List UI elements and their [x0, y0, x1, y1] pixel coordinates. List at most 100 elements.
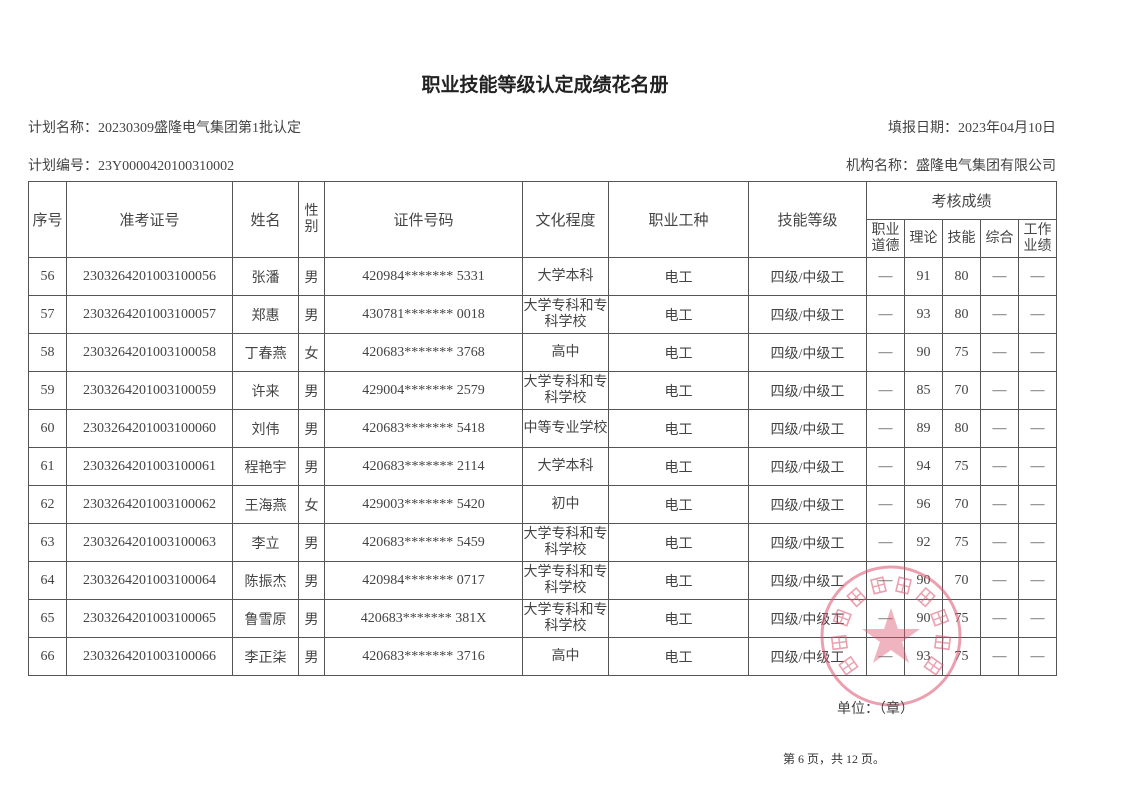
- cell-theory: 89: [904, 409, 943, 448]
- cell-overall: —: [980, 447, 1019, 486]
- cell-work: —: [1018, 409, 1057, 448]
- cell-education: 大学本科: [522, 257, 609, 296]
- cell-exam-id: 2303264201003100061: [66, 447, 233, 486]
- cell-skill: 80: [942, 257, 981, 296]
- cell-exam-id: 2303264201003100065: [66, 599, 233, 638]
- cell-exam-id: 2303264201003100058: [66, 333, 233, 372]
- cell-education: 大学专科和专科学校: [522, 523, 609, 562]
- cell-name: 鲁雪原: [232, 599, 299, 638]
- cell-exam-id: 2303264201003100056: [66, 257, 233, 296]
- cell-ethics: —: [866, 295, 905, 334]
- cell-seq: 59: [28, 371, 67, 410]
- cell-theory: 90: [904, 333, 943, 372]
- page-title: 职业技能等级认定成绩花名册: [421, 74, 669, 96]
- cell-occupation: 电工: [608, 485, 749, 524]
- cell-gender: 男: [298, 599, 325, 638]
- cell-work: —: [1018, 485, 1057, 524]
- cell-skill: 70: [942, 485, 981, 524]
- cell-occupation: 电工: [608, 409, 749, 448]
- cell-occupation: 电工: [608, 295, 749, 334]
- cell-occupation: 电工: [608, 371, 749, 410]
- cell-gender: 男: [298, 561, 325, 600]
- cell-id-number: 420984******* 5331: [324, 257, 523, 296]
- cell-seq: 56: [28, 257, 67, 296]
- cell-occupation: 电工: [608, 599, 749, 638]
- table-row: 56 2303264201003100056 张潘男 420984******* 53…: [28, 257, 1057, 296]
- cell-education: 大学本科: [522, 447, 609, 486]
- cell-id-number: 429003******* 5420: [324, 485, 523, 524]
- header-overall: 综合: [980, 219, 1019, 258]
- cell-seq: 63: [28, 523, 67, 562]
- cell-name: 陈振杰: [232, 561, 299, 600]
- cell-skill-level: 四级/中级工: [748, 447, 867, 486]
- cell-work: —: [1018, 637, 1057, 676]
- cell-occupation: 电工: [608, 257, 749, 296]
- cell-overall: —: [980, 561, 1019, 600]
- cell-skill-level: 四级/中级工: [748, 295, 867, 334]
- cell-theory: 91: [904, 257, 943, 296]
- header-theory: 理论: [904, 219, 943, 258]
- plan-number: 计划编号：23Y0000420100310002: [28, 159, 235, 174]
- cell-theory: 90: [904, 561, 943, 600]
- cell-skill: 80: [942, 295, 981, 334]
- cell-work: —: [1018, 561, 1057, 600]
- cell-education: 高中: [522, 637, 609, 676]
- cell-skill: 80: [942, 409, 981, 448]
- table-row: 61 2303264201003100061 程艳宇男 420683******* 2…: [28, 447, 1057, 486]
- cell-ethics: —: [866, 599, 905, 638]
- cell-gender: 男: [298, 523, 325, 562]
- cell-overall: —: [980, 333, 1019, 372]
- header-scores: 考核成绩: [866, 181, 1057, 220]
- cell-education: 初中: [522, 485, 609, 524]
- cell-ethics: —: [866, 409, 905, 448]
- cell-skill: 75: [942, 637, 981, 676]
- cell-gender: 女: [298, 485, 325, 524]
- cell-exam-id: 2303264201003100063: [66, 523, 233, 562]
- cell-seq: 62: [28, 485, 67, 524]
- cell-gender: 男: [298, 409, 325, 448]
- cell-skill: 75: [942, 523, 981, 562]
- cell-id-number: 430781******* 0018: [324, 295, 523, 334]
- cell-seq: 65: [28, 599, 67, 638]
- cell-work: —: [1018, 447, 1057, 486]
- cell-occupation: 电工: [608, 561, 749, 600]
- header-skill: 技能: [942, 219, 981, 258]
- cell-skill: 75: [942, 333, 981, 372]
- table-row: 60 2303264201003100060 刘伟男 420683******* 54…: [28, 409, 1057, 448]
- cell-education: 大学专科和专科学校: [522, 561, 609, 600]
- cell-work: —: [1018, 333, 1057, 372]
- cell-overall: —: [980, 371, 1019, 410]
- cell-occupation: 电工: [608, 447, 749, 486]
- cell-skill-level: 四级/中级工: [748, 637, 867, 676]
- header-gender: 性别: [298, 181, 325, 258]
- cell-seq: 61: [28, 447, 67, 486]
- cell-gender: 男: [298, 295, 325, 334]
- table-row: 64 2303264201003100064 陈振杰男 420984******* 0…: [28, 561, 1057, 600]
- cell-education: 大学专科和专科学校: [522, 295, 609, 334]
- results-table: 序号 准考证号 姓名 性别 证件号码 文化程度 职业工种 技能等级 考核成绩 职…: [28, 181, 1057, 676]
- cell-exam-id: 2303264201003100059: [66, 371, 233, 410]
- table-row: 58 2303264201003100058 丁春燕女 420683******* 3…: [28, 333, 1057, 372]
- cell-work: —: [1018, 295, 1057, 334]
- cell-education: 大学专科和专科学校: [522, 599, 609, 638]
- cell-occupation: 电工: [608, 333, 749, 372]
- cell-skill-level: 四级/中级工: [748, 599, 867, 638]
- header-education: 文化程度: [522, 181, 609, 258]
- cell-work: —: [1018, 599, 1057, 638]
- cell-seq: 58: [28, 333, 67, 372]
- cell-gender: 男: [298, 447, 325, 486]
- cell-theory: 93: [904, 295, 943, 334]
- cell-seq: 64: [28, 561, 67, 600]
- cell-theory: 94: [904, 447, 943, 486]
- cell-overall: —: [980, 523, 1019, 562]
- cell-overall: —: [980, 295, 1019, 334]
- cell-work: —: [1018, 371, 1057, 410]
- cell-theory: 90: [904, 599, 943, 638]
- cell-ethics: —: [866, 637, 905, 676]
- table-row: 62 2303264201003100062 王海燕女 429003******* 5…: [28, 485, 1057, 524]
- cell-theory: 85: [904, 371, 943, 410]
- cell-skill-level: 四级/中级工: [748, 257, 867, 296]
- cell-education: 中等专业学校: [522, 409, 609, 448]
- cell-ethics: —: [866, 485, 905, 524]
- header-exam-id: 准考证号: [66, 181, 233, 258]
